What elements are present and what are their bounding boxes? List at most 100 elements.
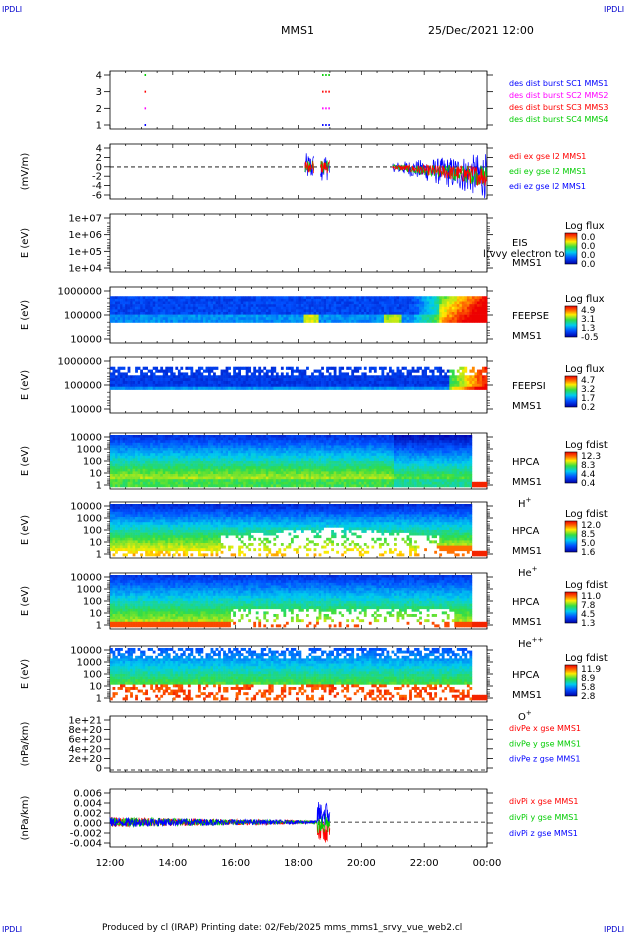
panel-hpca-h-cell — [243, 440, 247, 444]
panel-feepse-cell — [253, 301, 257, 305]
panel-hpca-h-cell — [228, 466, 231, 470]
panel-hpca-h-cell — [230, 437, 234, 441]
panel-hpca-h-cell — [341, 479, 345, 483]
panel-feepse-cell — [436, 304, 440, 308]
panel-feepsi-cell — [429, 369, 432, 373]
panel-hpca-h-cell — [195, 435, 199, 438]
panel-feepse-cell — [378, 309, 382, 313]
panel-feepse-cell — [394, 296, 397, 300]
panel-feepse-cell — [273, 314, 277, 318]
panel-des-burst-mark — [328, 124, 330, 126]
panel-hpca-h-cell — [321, 458, 324, 462]
panel-feepse-cell — [202, 304, 206, 308]
panel-feepse-cell — [461, 296, 465, 300]
panel-feepsi-cell — [308, 383, 312, 388]
panel-hpca-h-cell — [228, 448, 231, 451]
panel-feepsi-cell — [363, 386, 367, 390]
panel-hpca-h-cell — [210, 450, 214, 454]
panel-feepsi-cell — [290, 369, 294, 373]
panel-hpca-h-cell — [152, 463, 156, 467]
panel-feepse-cell — [162, 296, 166, 300]
panel-feepsi-cell — [215, 366, 219, 370]
panel-feepsi-cell — [411, 381, 415, 385]
panel-hpca-h-cell — [278, 474, 282, 477]
panel-hpca-h-cell — [152, 461, 156, 464]
panel-feepse-cell — [321, 312, 324, 315]
panel-hpca-h-cell — [213, 474, 216, 477]
panel-feepse-cell — [469, 314, 473, 318]
panel-feepsi-cell — [338, 386, 342, 390]
panel-feepsi-cell — [308, 375, 312, 379]
panel-hpca-h-cell — [152, 466, 156, 470]
panel-hpca-h-cell — [147, 450, 151, 454]
panel-hpca-h-cell — [122, 448, 126, 451]
panel-feepse-cell — [278, 312, 282, 315]
panel-feepsi-cell — [434, 381, 438, 385]
panel-hpca-h-cell — [200, 466, 204, 470]
panel-feepsi-cell — [263, 386, 267, 390]
panel-feepsi-cell — [479, 375, 483, 379]
panel-hpca-h-cell — [293, 479, 297, 483]
panel-feepsi-cell — [378, 386, 382, 390]
panel-eis-ytick-label: 1e+05 — [68, 247, 102, 258]
panel-feepse-cell — [152, 309, 156, 313]
panel-feepse-cell — [142, 304, 146, 308]
panel-hpca-h-cell — [326, 481, 329, 485]
panel-hpca-h-cell — [137, 435, 141, 438]
panel-hpca-h-cell — [145, 455, 148, 459]
panel-feepse-cell — [157, 306, 161, 310]
panel-hpca-h-cell — [248, 479, 252, 483]
panel-feepse-cell — [187, 296, 191, 300]
panel-hpca-h-cell — [278, 471, 282, 475]
panel-feepsi-cell — [135, 369, 138, 373]
panel-feepse-cell — [230, 317, 234, 321]
panel-feepsi-cell — [137, 381, 141, 385]
panel-feepsi-cell — [323, 383, 327, 388]
panel-feepse-cell — [170, 301, 174, 305]
panel-feepse-cell — [255, 312, 259, 315]
panel-hpca-h-cell — [260, 476, 264, 480]
panel-feepsi-cell — [336, 386, 340, 390]
panel-feepse-cell — [208, 317, 211, 321]
panel-feepse-cell — [122, 317, 126, 321]
panel-hpca-h-cell — [301, 474, 304, 477]
panel-feepsi-cell — [481, 375, 485, 379]
panel-hpca-h-cell — [205, 466, 209, 470]
panel-hpca-h-cell — [346, 476, 350, 480]
panel-feepse-cell — [396, 309, 400, 313]
panel-hpca-h-cell — [177, 474, 181, 477]
panel-feepsi-cell — [225, 383, 229, 388]
panel-hpca-h-cell — [308, 440, 312, 444]
panel-hpca-h-cell — [172, 435, 176, 438]
panel-feepse-cell — [152, 296, 156, 300]
panel-hpca-h-cell — [341, 435, 345, 438]
panel-feepsi-cell — [449, 378, 453, 382]
panel-feepsi-cell — [321, 372, 324, 376]
panel-hpca-h-cell — [127, 461, 131, 464]
panel-hpca-h-cell — [125, 437, 128, 441]
panel-feepsi-cell — [195, 378, 199, 382]
panel-hpca-h-cell — [218, 455, 221, 459]
panel-feepsi-cell — [439, 372, 443, 376]
panel-feepse-cell — [145, 306, 148, 310]
panel-feepsi-cell — [238, 375, 241, 379]
panel-hpca-h-cell — [301, 476, 304, 480]
panel-feepsi-cell — [361, 383, 365, 388]
panel-hpca-h-cell — [202, 453, 206, 457]
panel-feepse-cell — [429, 304, 432, 308]
panel-feepsi-cell — [333, 378, 337, 382]
panel-feepse-cell — [451, 301, 455, 305]
panel-feepsi-cell — [394, 383, 397, 388]
panel-feepse-cell — [316, 312, 319, 315]
panel-feepse-cell — [474, 298, 478, 302]
panel-hpca-h-cell — [110, 450, 113, 454]
panel-feepse-cell — [273, 296, 277, 300]
panel-hpca-h-cell — [308, 484, 312, 488]
panel-hpca-h-cell — [167, 453, 171, 457]
panel-feepse-cell — [399, 314, 402, 318]
panel-feepse-cell — [110, 298, 113, 302]
panel-feepse-cell — [381, 317, 385, 321]
panel-feepse-cell — [386, 301, 390, 305]
panel-feepsi-cell — [280, 375, 284, 379]
panel-hpca-h-cell — [145, 479, 148, 483]
